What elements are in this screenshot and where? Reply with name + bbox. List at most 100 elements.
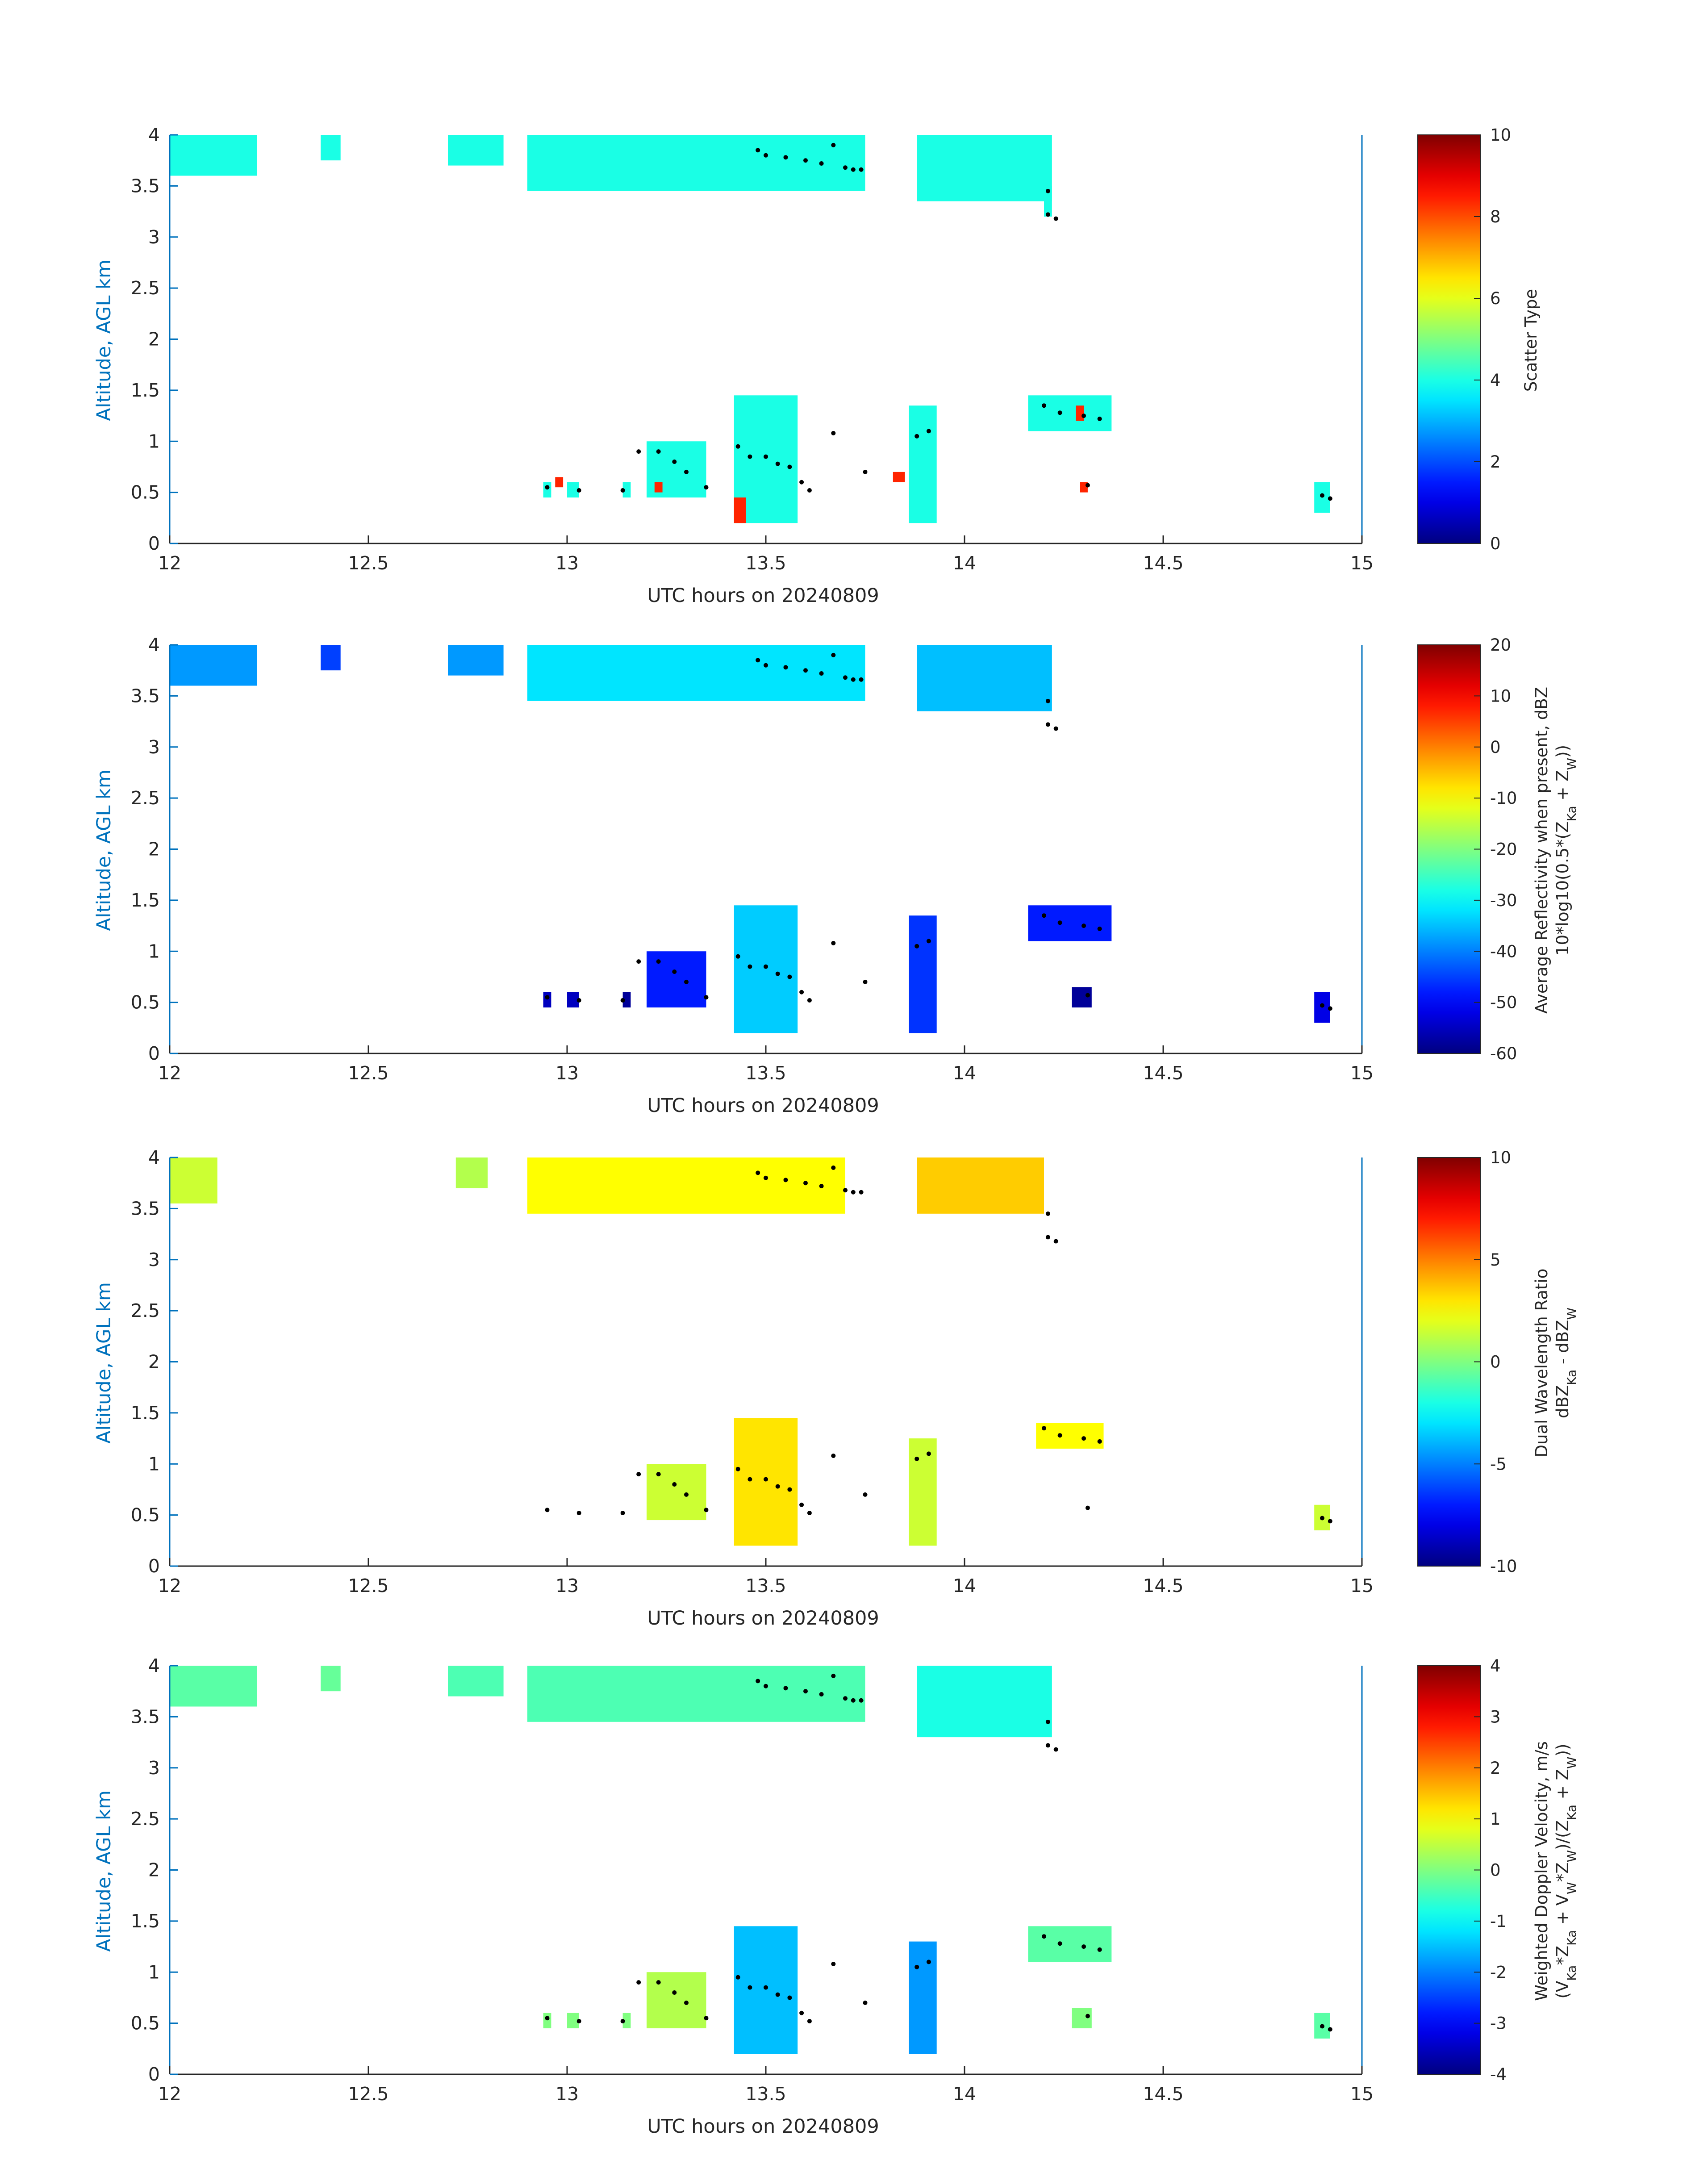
overlay-point	[831, 142, 836, 147]
x-axis-label: UTC hours on 20240809	[647, 585, 879, 607]
y-tick-label: 2	[148, 1351, 160, 1373]
data-region	[321, 1666, 341, 1692]
overlay-point	[764, 1175, 768, 1180]
data-region	[622, 482, 631, 498]
overlay-point	[863, 979, 868, 984]
overlay-point	[735, 954, 740, 959]
overlay-point	[656, 1980, 661, 1985]
overlay-point	[620, 488, 625, 493]
colorbar-tick-label: 4	[1490, 1656, 1501, 1676]
data-region	[543, 482, 551, 498]
plot-area: 12 12.5 13 13.5 14 14.5 15 0 0.5 1 1.5 2 2.5 3 3.5 4 -10…	[131, 1147, 1517, 1596]
y-tick-label: 4	[148, 124, 160, 146]
x-tick-label: 12.5	[348, 1575, 388, 1596]
data-region	[321, 135, 341, 161]
overlay-point	[756, 658, 760, 663]
overlay-point	[620, 1511, 625, 1516]
overlay-point	[787, 1995, 792, 2000]
data-region	[527, 1157, 845, 1214]
y-axis-label: Altitude, AGL km	[93, 1790, 115, 1952]
overlay-point	[576, 1511, 581, 1516]
colorbar	[1417, 1157, 1481, 1567]
x-tick-label: 12	[158, 1062, 181, 1084]
colorbar-tick-label: 10	[1490, 1148, 1511, 1167]
overlay-point	[1328, 1519, 1332, 1524]
overlay-point	[545, 485, 550, 490]
overlay-point	[684, 979, 689, 984]
colorbar-tick-label: 4	[1490, 371, 1501, 390]
colorbar-tick-label: 6	[1490, 289, 1501, 308]
overlay-point	[851, 167, 856, 172]
overlay-point	[1057, 1433, 1062, 1438]
colorbar-tick-label: -5	[1490, 1454, 1507, 1474]
overlay-point	[576, 2019, 581, 2024]
overlay-point	[775, 1484, 780, 1489]
y-tick-label: 0.5	[131, 2013, 160, 2034]
colorbar-tick-label: -60	[1490, 1044, 1517, 1063]
overlay-point	[1053, 1239, 1058, 1244]
overlay-point	[843, 165, 848, 170]
x-tick-label: 12.5	[348, 2083, 388, 2105]
data-region	[543, 2013, 551, 2029]
overlay-point	[1045, 212, 1050, 217]
data-region	[893, 472, 905, 482]
overlay-point	[863, 2000, 868, 2005]
data-region	[448, 645, 504, 676]
colorbar-tick-label: 20	[1490, 635, 1511, 655]
x-tick-label: 12	[158, 2083, 181, 2105]
plot-area: 12 12.5 13 13.5 14 14.5 15 0 0.5 1 1.5 2 2.5 3 3.5 4 -60…	[131, 634, 1517, 1084]
x-tick-label: 14	[953, 1062, 976, 1084]
colorbar-label: Dual Wavelength Ratio	[1532, 1269, 1551, 1458]
panel-doppler-velocity: 12 12.5 13 13.5 14 14.5 1500.511.522.533.54-4-…	[93, 1655, 1579, 2138]
y-tick-label: 1.5	[131, 890, 160, 911]
y-tick-label: 3	[148, 226, 160, 248]
overlay-point	[1042, 403, 1046, 408]
colorbar-tick-label: -10	[1490, 1557, 1517, 1576]
overlay-point	[636, 1980, 641, 1985]
y-axis-label: Altitude, AGL km	[93, 259, 115, 421]
overlay-point	[1045, 1719, 1050, 1724]
colorbar-label: Average Reflectivity when present, dBZ	[1532, 687, 1551, 1014]
overlay-point	[803, 668, 808, 673]
overlay-point	[831, 1165, 836, 1170]
overlay-point	[1328, 496, 1332, 501]
data-region	[622, 2013, 631, 2029]
overlay-point	[843, 1696, 848, 1701]
overlay-point	[787, 974, 792, 979]
data-region	[734, 905, 798, 1033]
overlay-point	[1082, 1944, 1086, 1949]
overlay-point	[1057, 410, 1062, 415]
x-axis-label: UTC hours on 20240809	[647, 1607, 879, 1630]
overlay-point	[1045, 698, 1050, 703]
overlay-point	[843, 675, 848, 680]
x-tick-label: 13.5	[745, 552, 786, 574]
data-region	[909, 405, 937, 523]
overlay-point	[803, 1181, 808, 1186]
overlay-point	[859, 1190, 864, 1195]
x-tick-label: 15	[1350, 552, 1374, 574]
data-region	[1072, 2008, 1092, 2029]
y-tick-label: 2.5	[131, 1300, 160, 1321]
overlay-point	[819, 671, 824, 676]
overlay-point	[851, 1190, 856, 1195]
colorbar-label: Weighted Doppler Velocity, m/s	[1532, 1741, 1551, 2001]
overlay-point	[1057, 1941, 1062, 1946]
y-tick-label: 2.5	[131, 1808, 160, 1830]
overlay-point	[819, 1184, 824, 1189]
overlay-point	[620, 998, 625, 1003]
overlay-point	[831, 1673, 836, 1678]
overlay-point	[672, 460, 677, 464]
overlay-point	[859, 167, 864, 172]
colorbar-tick-label: 0	[1490, 1861, 1501, 1880]
colorbar-tick-label: 1	[1490, 1809, 1501, 1829]
y-tick-label: 0	[148, 1555, 160, 1577]
panel-dual-wavelength-ratio: 12 12.5 13 13.5 14 14.5 15 0 0.5 1 1.5 2 2.5 3 3.5 4 -10…	[93, 1147, 1579, 1630]
colorbar-sublabel: (VKa*ZKa + VW*ZW)/(ZKa + ZW))	[1553, 1744, 1579, 1999]
y-tick-label: 0	[148, 1043, 160, 1064]
overlay-point	[636, 959, 641, 964]
overlay-point	[764, 454, 768, 459]
overlay-point	[775, 971, 780, 976]
data-region	[321, 645, 341, 671]
overlay-point	[783, 155, 788, 160]
